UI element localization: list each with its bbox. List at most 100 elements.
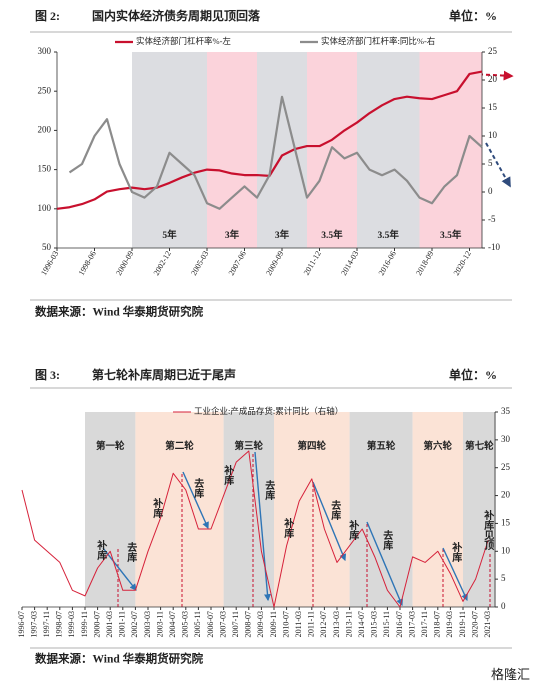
x-tick-label: 2015-11 [382,611,391,637]
x-tick-label: 2015-03 [370,611,379,638]
y2-tick-label: -10 [488,242,500,252]
x-tick-label: 1997-03 [29,611,38,638]
x-tick-label: 2002-12 [152,249,173,277]
x-tick-label: 2000-09 [114,249,135,277]
unit: 单位：% [449,8,497,23]
x-tick-label: 2020-12 [452,249,473,277]
x-tick-label: 2021-03 [483,611,492,638]
y2-tick-label: -5 [488,214,496,224]
trend-arrow [442,547,468,602]
x-tick-label: 2005-03 [181,611,190,638]
x-tick-label: 2009-09 [264,249,285,277]
x-tick-label: 2019-03 [445,611,454,638]
figure-number: 图 3: [35,368,60,382]
period-label: 第六轮 [424,440,453,452]
watermark: 格隆汇 [491,667,530,682]
period-label: 3.5年 [321,229,343,241]
annotation: 补库 [347,519,360,541]
x-tick-label: 1998-07 [55,611,64,638]
x-tick-label: 2016-06 [377,249,398,277]
x-tick-label: 2011-11 [307,611,316,637]
source: 数据来源：Wind 华泰期货研究院 [35,305,204,319]
y2-tick-label: 5 [488,158,493,168]
x-tick-label: 2000-07 [92,611,101,638]
series-line [68,95,483,210]
x-tick-label: 1999-11 [80,611,89,637]
y2-tick-label: 20 [488,74,498,84]
period-label: 第二轮 [165,440,194,452]
annotation: 去库 [192,477,204,499]
period-label: 5年 [162,229,177,241]
x-tick-label: 2007-11 [231,611,240,637]
x-tick-label: 2007-06 [227,249,248,277]
x-tick-label: 2016-07 [395,611,404,638]
legend-label: 实体经济部门杠杆率%-左 [136,36,231,46]
annotation: 补库 [282,517,295,539]
legend-label: 工业企业:产成品存货:累计同比（右轴） [194,406,343,416]
x-tick-label: 2012-07 [319,611,328,638]
x-tick-label: 2001-11 [118,611,127,637]
chart-title: 国内实体经济债务周期见顶回落 [92,8,261,23]
x-tick-label: 2003-03 [143,611,152,638]
x-tick-label: 2009-03 [256,611,265,638]
x-tick-label: 2011-03 [294,611,303,637]
x-tick-label: 2017-03 [407,611,416,638]
annotation: 补库 [450,541,463,563]
annotation: 补库见顶 [482,509,495,551]
x-tick-label: 2006-07 [206,611,215,638]
annotation: 去库 [263,479,275,501]
period-label: 3年 [275,229,290,241]
period-label: 第一轮 [96,440,125,452]
x-tick-label: 2018-07 [433,611,442,638]
x-tick-label: 1999-03 [67,611,76,638]
series-line [21,450,489,608]
y2-tick-label: 15 [501,517,511,527]
y2-tick-label: 30 [501,434,511,444]
x-tick-label: 2002-07 [130,611,139,638]
x-tick-label: 2013-11 [344,611,353,637]
period-label: 第七轮 [465,440,494,452]
x-tick-label: 2010-07 [281,611,290,638]
chart-title: 第七轮补库周期已近于尾声 [92,367,236,382]
trend-arrow [102,547,137,591]
period-band [207,52,257,248]
source: 数据来源：Wind 华泰期货研究院 [35,652,204,666]
decor [471,70,514,188]
annotation: 去库 [125,541,137,563]
figure-number: 图 2: [35,9,60,23]
y-tick-label: 150 [38,164,52,174]
y-tick-label: 250 [38,85,52,95]
y2-tick-label: 10 [501,545,511,555]
annotation: 去库 [329,499,341,521]
y2-tick-label: 25 [501,462,511,472]
annotation: 去库 [381,529,393,551]
legend-label: 实体经济部门杠杆率:同比%-右 [321,36,435,46]
period-band [132,52,207,248]
annotation: 补库 [222,464,235,486]
x-tick-label: 2017-11 [420,611,429,637]
x-tick-label: 2008-07 [244,611,253,638]
x-tick-label: 1997-11 [42,611,51,637]
period-label: 3.5年 [378,229,400,241]
period-band [135,412,224,607]
y2-tick-label: 25 [488,46,498,56]
y-tick-label: 50 [42,242,52,252]
x-tick-label: 2019-11 [458,611,467,637]
period-label: 第四轮 [298,440,327,452]
trend-arrow [182,471,209,530]
y2-tick-label: 5 [501,573,506,583]
annotation: 补库 [95,539,108,561]
x-tick-label: 2007-03 [218,611,227,638]
x-tick-label: 2003-11 [155,611,164,637]
x-tick-label: 2020-07 [470,611,479,638]
trend-arrow [366,521,403,607]
annotation: 补库 [151,497,164,519]
period-band [419,52,482,248]
trend-arrow [254,451,271,602]
x-tick-label: 2005-11 [193,611,202,637]
unit: 单位：% [449,367,497,382]
x-tick-label: 2009-11 [269,611,278,637]
period-band [257,52,307,248]
y-tick-label: 200 [38,124,52,134]
